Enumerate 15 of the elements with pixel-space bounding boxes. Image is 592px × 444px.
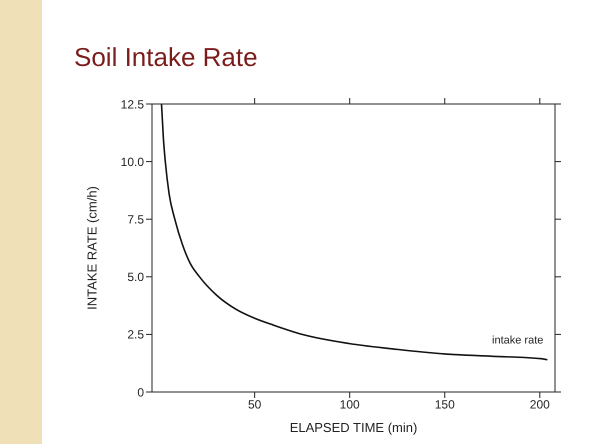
x-tick-label: 150 [434, 398, 456, 412]
x-tick-label: 100 [340, 398, 360, 412]
x-axis-title: ELAPSED TIME (min) [290, 420, 418, 435]
y-tick-label: 7.5 [127, 212, 144, 226]
series-label: intake rate [492, 334, 544, 347]
y-tick-label: 0 [137, 385, 144, 400]
y-axis-title: INTAKE RATE (cm/h) [84, 186, 100, 310]
x-tick-label: 50 [248, 398, 262, 412]
line-series [160, 104, 548, 361]
y-tick-label: 5.0 [127, 270, 144, 284]
y-tick-label: 2.5 [127, 328, 144, 342]
chart-title: Soil Intake Rate [74, 42, 258, 73]
y-tick-label: 12.5 [120, 97, 144, 112]
x-tick-label: 200 [530, 398, 550, 412]
y-tick-label: 10.0 [120, 154, 144, 169]
